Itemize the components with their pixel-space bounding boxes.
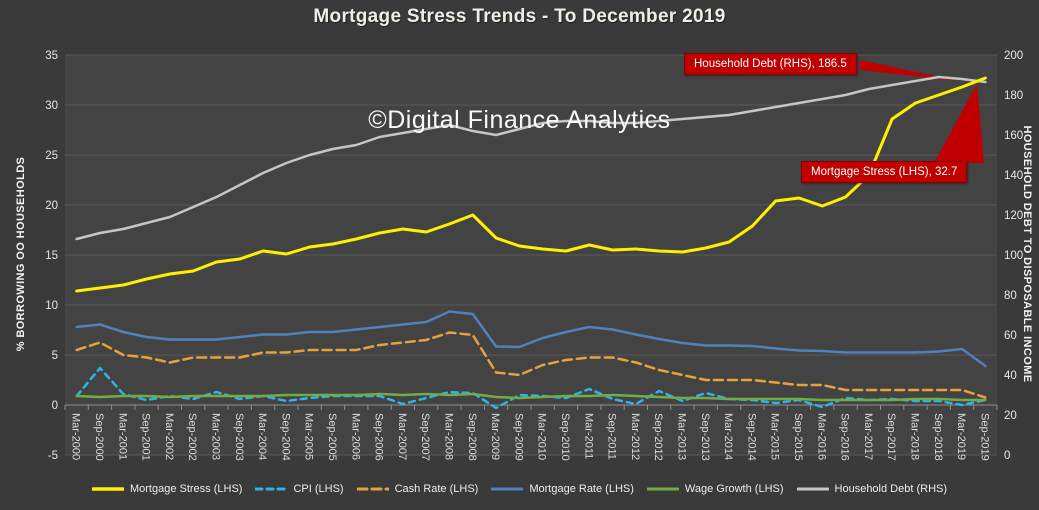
- x-tick-label: Sep-2013: [699, 413, 711, 461]
- legend-item-cash-rate-lhs: Cash Rate (LHS): [356, 483, 479, 495]
- x-tick-label: Mar-2010: [536, 413, 548, 460]
- x-tick-label: Sep-2000: [93, 413, 105, 461]
- legend-label: Cash Rate (LHS): [394, 483, 479, 495]
- x-tick-label: Sep-2010: [559, 413, 571, 461]
- right-tick-label: 180: [1004, 90, 1023, 102]
- x-tick-label: Sep-2014: [745, 413, 757, 461]
- legend-item-mortgage-stress-lhs: Mortgage Stress (LHS): [91, 483, 243, 495]
- x-tick-label: Mar-2013: [676, 413, 688, 460]
- annotation-household-debt: Household Debt (RHS), 186.5: [684, 53, 857, 75]
- debt-annotation-leader: [860, 60, 958, 81]
- legend-label: Mortgage Stress (LHS): [129, 483, 243, 495]
- legend-swatch-mortgage-stress-lhs: [91, 487, 124, 491]
- x-tick-label: Sep-2007: [419, 413, 431, 461]
- right-tick-label: 120: [1004, 210, 1023, 222]
- right-tick-label: 200: [1004, 50, 1023, 62]
- legend-label: CPI (LHS): [293, 483, 344, 495]
- series-mortgage-rate-lhs: [75, 310, 987, 368]
- stress-annotation-wedge: [934, 84, 984, 163]
- x-tick-label: Sep-2006: [373, 413, 385, 461]
- annotation-mortgage-stress: Mortgage Stress (LHS), 32.7: [801, 161, 968, 183]
- x-tick-label: Sep-2017: [885, 413, 897, 461]
- x-tick-label: Mar-2012: [629, 413, 641, 460]
- legend-item-cpi-lhs: CPI (LHS): [255, 483, 344, 495]
- legend-label: Mortgage Rate (LHS): [529, 483, 634, 495]
- x-tick-label: Mar-2008: [442, 413, 454, 460]
- x-tick-label: Sep-2015: [792, 413, 804, 461]
- legend-swatch-mortgage-rate-lhs: [491, 487, 524, 491]
- x-tick-label: Sep-2019: [978, 413, 990, 461]
- legend-swatch-cpi-lhs: [255, 487, 288, 491]
- x-tick-label: Mar-2015: [769, 413, 781, 460]
- legend-item-household-debt-rhs: Household Debt (RHS): [796, 483, 948, 495]
- chart-title: Mortgage Stress Trends - To December 201…: [313, 6, 726, 27]
- left-tick-label: 35: [45, 50, 58, 62]
- x-tick-label: Mar-2000: [70, 413, 82, 460]
- x-tick-label: Sep-2004: [279, 413, 291, 461]
- series-cash-rate-lhs: [75, 331, 987, 399]
- right-tick-label: 80: [1004, 290, 1017, 302]
- watermark: ©Digital Finance Analytics: [368, 106, 671, 134]
- x-tick-label: Mar-2018: [909, 413, 921, 460]
- x-tick-label: Mar-2006: [349, 413, 361, 460]
- x-tick-label: Mar-2014: [722, 413, 734, 460]
- right-axis-title: HOUSEHOLD DEBT TO DISPOSABLE INCOME: [1021, 125, 1033, 383]
- right-tick-label: 40: [1004, 370, 1017, 382]
- left-tick-label: 20: [45, 200, 58, 212]
- x-tick-label: Mar-2002: [163, 413, 175, 460]
- series-mortgage-stress-lhs: [75, 76, 987, 293]
- x-tick-label: Mar-2005: [303, 413, 315, 460]
- left-tick-label: 0: [52, 400, 58, 412]
- legend: Mortgage Stress (LHS) CPI (LHS) Cash Rate …: [0, 483, 1039, 495]
- right-tick-label: 20: [1004, 410, 1017, 422]
- x-tick-label: Mar-2017: [862, 413, 874, 460]
- x-tick-label: Sep-2009: [512, 413, 524, 461]
- series-household-debt-rhs: [75, 75, 987, 241]
- left-tick-label: -5: [48, 450, 58, 462]
- legend-swatch-household-debt-rhs: [796, 487, 829, 491]
- left-tick-label: 5: [52, 350, 58, 362]
- x-tick-label: Sep-2005: [326, 413, 338, 461]
- x-tick-label: Sep-2018: [932, 413, 944, 461]
- legend-swatch-cash-rate-lhs: [356, 487, 389, 491]
- legend-item-mortgage-rate-lhs: Mortgage Rate (LHS): [491, 483, 634, 495]
- right-tick-label: 60: [1004, 330, 1017, 342]
- x-tick-label: Mar-2016: [815, 413, 827, 460]
- right-tick-label: 0: [1004, 450, 1010, 462]
- legend-swatch-wage-growth-lhs: [646, 487, 679, 491]
- x-tick-label: Sep-2011: [606, 413, 618, 460]
- x-tick-label: Sep-2016: [839, 413, 851, 461]
- right-tick-label: 140: [1004, 170, 1023, 182]
- left-tick-label: 25: [45, 150, 58, 162]
- x-tick-label: Mar-2003: [210, 413, 222, 460]
- legend-item-wage-growth-lhs: Wage Growth (LHS): [646, 483, 784, 495]
- x-tick-label: Mar-2007: [396, 413, 408, 460]
- x-tick-label: Mar-2009: [489, 413, 501, 460]
- x-tick-label: Mar-2011: [582, 413, 594, 459]
- x-tick-label: Sep-2008: [466, 413, 478, 461]
- right-tick-label: 160: [1004, 130, 1023, 142]
- left-tick-label: 30: [45, 100, 58, 112]
- x-tick-label: Sep-2002: [186, 413, 198, 461]
- right-tick-label: 100: [1004, 250, 1023, 262]
- x-tick-label: Mar-2019: [955, 413, 967, 460]
- legend-label: Wage Growth (LHS): [684, 483, 784, 495]
- legend-label: Household Debt (RHS): [834, 483, 948, 495]
- series-wage-growth-lhs: [75, 392, 987, 402]
- x-tick-label: Sep-2001: [140, 413, 152, 461]
- x-tick-label: Mar-2001: [116, 413, 128, 460]
- x-tick-label: Mar-2004: [256, 413, 268, 460]
- left-tick-label: 10: [45, 300, 58, 312]
- left-tick-label: 15: [45, 250, 58, 262]
- x-tick-label: Sep-2012: [652, 413, 664, 461]
- x-tick-label: Sep-2003: [233, 413, 245, 461]
- left-axis-title: % BORROWING OO HOUSEHOLDS: [15, 156, 27, 352]
